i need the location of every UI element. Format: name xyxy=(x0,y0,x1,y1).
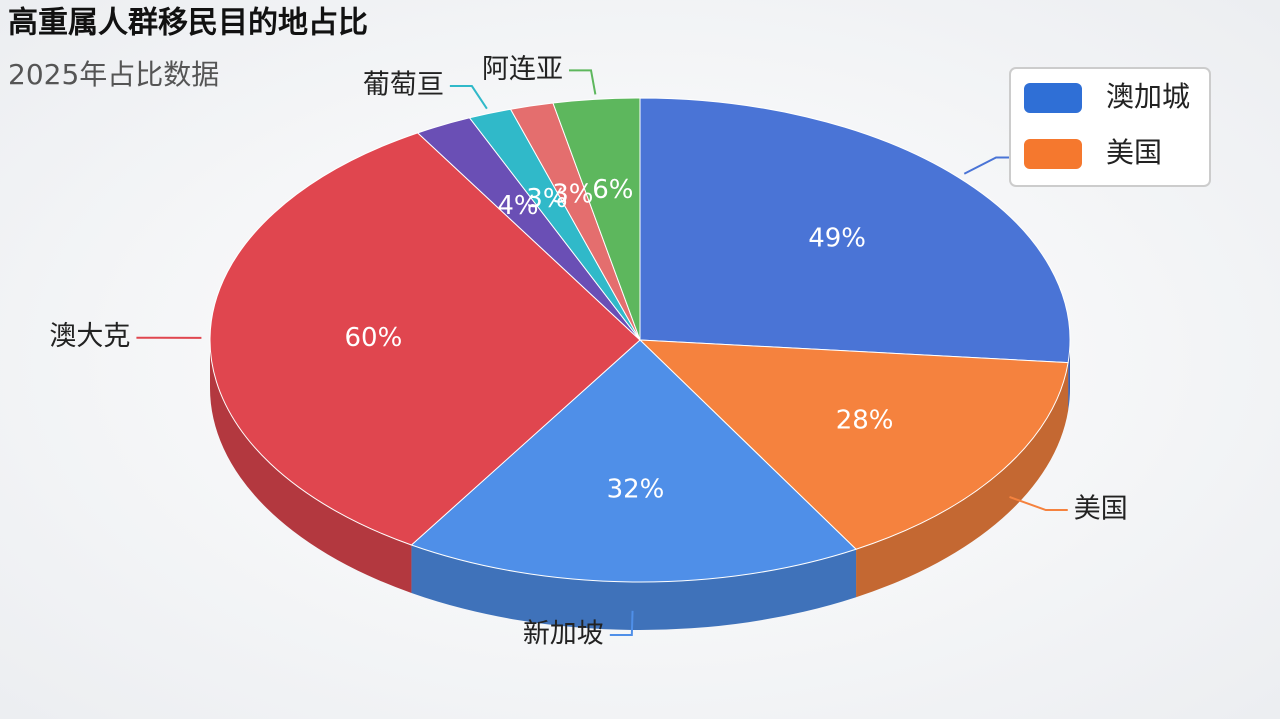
slice-category-label: 澳大克 xyxy=(49,321,130,352)
legend-swatch xyxy=(1024,139,1082,169)
slice-category-label: 新加坡 xyxy=(523,619,604,650)
slice-value-label: 49% xyxy=(808,223,866,253)
legend-swatch xyxy=(1024,83,1082,113)
slice-value-label: 3% xyxy=(526,184,567,214)
leader-line xyxy=(569,69,597,95)
leader-line xyxy=(1009,496,1068,512)
slice xyxy=(638,339,1069,550)
chart-title: 高重属人群移民目的地占比 xyxy=(8,6,368,41)
legend-label: 澳加城 xyxy=(1106,80,1190,113)
slice-value-label: 6% xyxy=(592,175,633,205)
slice-value-label: 60% xyxy=(345,323,403,353)
slice-category-label: 葡萄亘 xyxy=(363,70,444,101)
slice-side xyxy=(210,340,412,593)
slice xyxy=(552,97,641,341)
slice-side xyxy=(1068,340,1070,411)
slice-category-label: 美国 xyxy=(1074,494,1128,525)
slice xyxy=(209,132,641,546)
legend-label: 美国 xyxy=(1106,136,1162,169)
slice-side xyxy=(411,544,857,630)
slice-category-label: 阿连亚 xyxy=(482,54,563,85)
slice-value-label: 32% xyxy=(607,475,665,505)
slice-side xyxy=(856,362,1069,598)
leader-line xyxy=(449,85,488,110)
chart-subtitle: 2025年占比数据 xyxy=(8,58,219,91)
slice xyxy=(639,97,1071,364)
slice-value-label: 28% xyxy=(836,405,894,435)
slice xyxy=(410,339,857,583)
slice-value-label: 3% xyxy=(552,179,593,209)
leader-line xyxy=(609,610,634,637)
slice-value-label: 4% xyxy=(497,191,538,221)
